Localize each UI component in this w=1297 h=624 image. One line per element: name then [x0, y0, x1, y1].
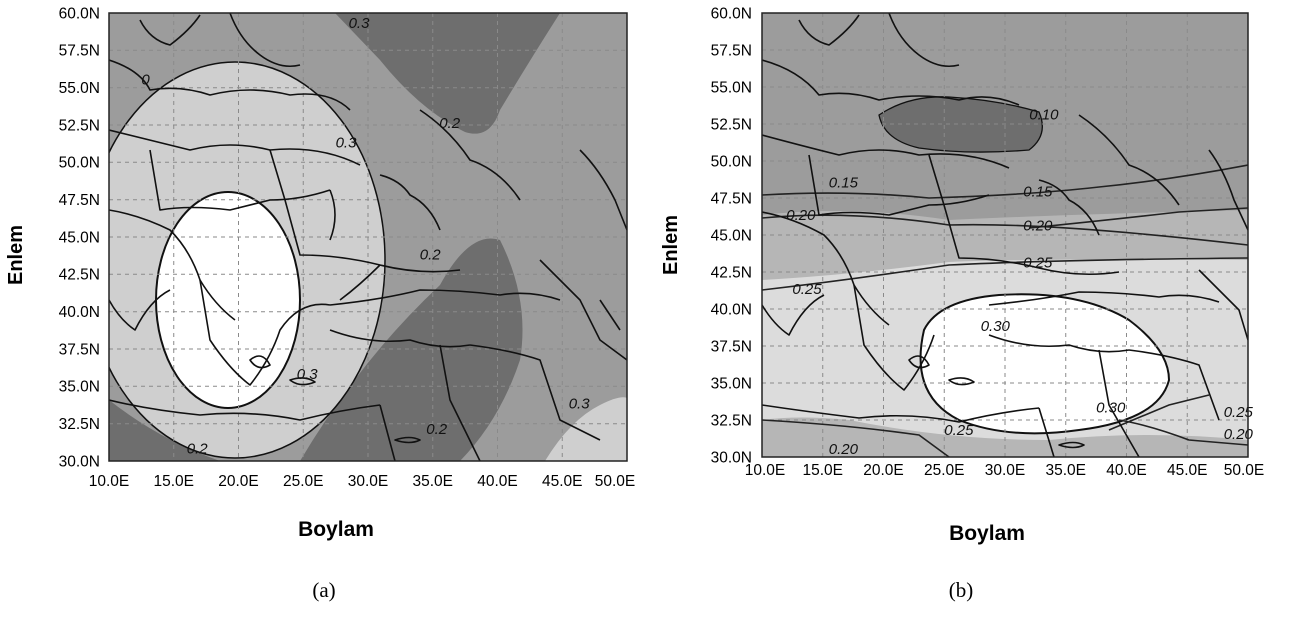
x-tick-label: 35.0E	[1045, 462, 1086, 479]
contour-label: 0.2	[187, 441, 209, 458]
y-tick-label: 37.5N	[59, 341, 100, 358]
y-tick-label: 35.0N	[711, 375, 752, 392]
y-tick-label: 52.5N	[711, 116, 752, 133]
map-figure-b: 0.10 0.15 0.15 0.20 0.20 0.25 0.25 0.30 0.30 0.25…	[660, 5, 1265, 545]
contour-label: 0.3	[336, 134, 358, 151]
panel-caption-a: (a)	[312, 578, 336, 602]
contour-band-low-sw	[109, 400, 220, 461]
contour-level-0-30-ellipse	[919, 293, 1171, 435]
contour-label: 0.15	[829, 175, 859, 192]
contour-label: 0.20	[786, 207, 816, 224]
y-tick-label: 32.5N	[59, 416, 100, 433]
y-tick-label: 50.0N	[59, 155, 100, 172]
x-tick-labels-b: 10.0E 15.0E 20.0E 25.0E 30.0E 35.0E 40.0…	[745, 462, 1265, 479]
panel-caption-b: (b)	[948, 578, 974, 602]
x-tick-label: 25.0E	[924, 462, 965, 479]
x-tick-label: 35.0E	[412, 473, 453, 490]
x-tick-labels-a: 10.0E 15.0E 20.0E 25.0E 30.0E 35.0E 40.0…	[89, 473, 636, 490]
contour-label: 0.25	[792, 281, 822, 298]
y-tick-label: 40.0N	[711, 301, 752, 318]
x-axis-title: Boylam	[949, 522, 1025, 545]
y-axis-title: Enlem	[660, 215, 682, 275]
x-tick-label: 30.0E	[985, 462, 1026, 479]
map-panel-b: 0.10 0.15 0.15 0.20 0.20 0.25 0.25 0.30 0.30 0.25…	[649, 0, 1297, 624]
contour-label: 0.30	[1096, 400, 1126, 417]
x-tick-label: 25.0E	[283, 473, 324, 490]
y-tick-label: 30.0N	[59, 453, 100, 470]
grid-b	[762, 13, 1248, 457]
y-tick-label: 37.5N	[711, 338, 752, 355]
y-tick-label: 47.5N	[59, 192, 100, 209]
contour-band-low-ne	[335, 13, 560, 134]
x-tick-label: 40.0E	[477, 473, 518, 490]
y-tick-label: 32.5N	[711, 412, 752, 429]
country-borders-b	[762, 13, 1248, 457]
contour-label: 0.25	[1023, 255, 1053, 272]
y-tick-label: 35.0N	[59, 379, 100, 396]
y-tick-label: 45.0N	[59, 229, 100, 246]
y-tick-label: 55.0N	[711, 79, 752, 96]
map-figure-a: 0.3 0.2 0.3 0.2 0.3 0.2 0.3 0.2 0 60.0N 57.5N 55…	[5, 5, 636, 541]
contour-labels-a: 0.3 0.2 0.3 0.2 0.3 0.2 0.3 0.2 0	[141, 15, 590, 458]
contour-band-high-se	[545, 397, 627, 461]
y-tick-labels-a: 60.0N 57.5N 55.0N 52.5N 50.0N 47.5N 45.0…	[59, 5, 100, 470]
plot-frame-b	[761, 12, 1249, 458]
x-tick-label: 30.0E	[348, 473, 389, 490]
x-tick-label: 45.0E	[542, 473, 583, 490]
contour-label: 0.20	[829, 441, 859, 458]
contour-label: 0.25	[1224, 404, 1254, 421]
contour-label: 0.3	[569, 396, 591, 413]
y-tick-label: 60.0N	[59, 5, 100, 22]
y-tick-label: 42.5N	[711, 264, 752, 281]
contour-label: 0.3	[349, 15, 371, 32]
y-tick-label: 42.5N	[59, 267, 100, 284]
contour-label: 0.2	[420, 246, 442, 263]
y-tick-label: 57.5N	[711, 42, 752, 59]
contour-label: 0.20	[1023, 218, 1053, 235]
x-axis-title: Boylam	[298, 518, 374, 541]
x-tick-label: 45.0E	[1167, 462, 1208, 479]
x-tick-label: 10.0E	[89, 473, 130, 490]
plot-frame-a	[108, 12, 628, 462]
y-tick-label: 47.5N	[711, 190, 752, 207]
x-tick-label: 50.0E	[595, 473, 636, 490]
contour-labels-b: 0.10 0.15 0.15 0.20 0.20 0.25 0.25 0.30 0.30 0.25…	[786, 107, 1253, 458]
y-tick-label: 55.0N	[59, 80, 100, 97]
x-tick-label: 20.0E	[863, 462, 904, 479]
contour-label: 0.20	[1224, 426, 1254, 443]
x-tick-label: 40.0E	[1106, 462, 1147, 479]
x-tick-label: 15.0E	[802, 462, 843, 479]
y-tick-label: 57.5N	[59, 43, 100, 60]
y-tick-label: 40.0N	[59, 304, 100, 321]
contour-label: 0.30	[981, 318, 1011, 335]
y-axis-title: Enlem	[5, 225, 27, 285]
contour-label: 0.15	[1023, 184, 1053, 201]
y-tick-label: 45.0N	[711, 227, 752, 244]
y-tick-label: 60.0N	[711, 5, 752, 22]
contour-lines-b	[762, 164, 1248, 457]
map-panel-a: 0.3 0.2 0.3 0.2 0.3 0.2 0.3 0.2 0 60.0N 57.5N 55…	[0, 0, 648, 624]
y-tick-labels-b: 60.0N 57.5N 55.0N 52.5N 50.0N 47.5N 45.0…	[711, 5, 752, 466]
contour-label: 0.2	[439, 115, 461, 132]
contour-label: 0.2	[426, 421, 448, 438]
contour-level-max-ellipse	[155, 191, 301, 409]
country-borders-a	[109, 13, 627, 461]
y-tick-label: 30.0N	[711, 449, 752, 466]
contour-label: 0.25	[944, 422, 974, 439]
contour-band-low-s	[300, 238, 523, 461]
x-tick-label: 50.0E	[1224, 462, 1265, 479]
x-tick-label: 20.0E	[218, 473, 259, 490]
x-tick-label: 10.0E	[745, 462, 786, 479]
contour-label: 0	[141, 72, 150, 89]
contour-label: 0.3	[297, 366, 319, 383]
y-tick-label: 50.0N	[711, 153, 752, 170]
x-tick-label: 15.0E	[153, 473, 194, 490]
contour-label: 0.10	[1029, 107, 1059, 124]
y-tick-label: 52.5N	[59, 117, 100, 134]
